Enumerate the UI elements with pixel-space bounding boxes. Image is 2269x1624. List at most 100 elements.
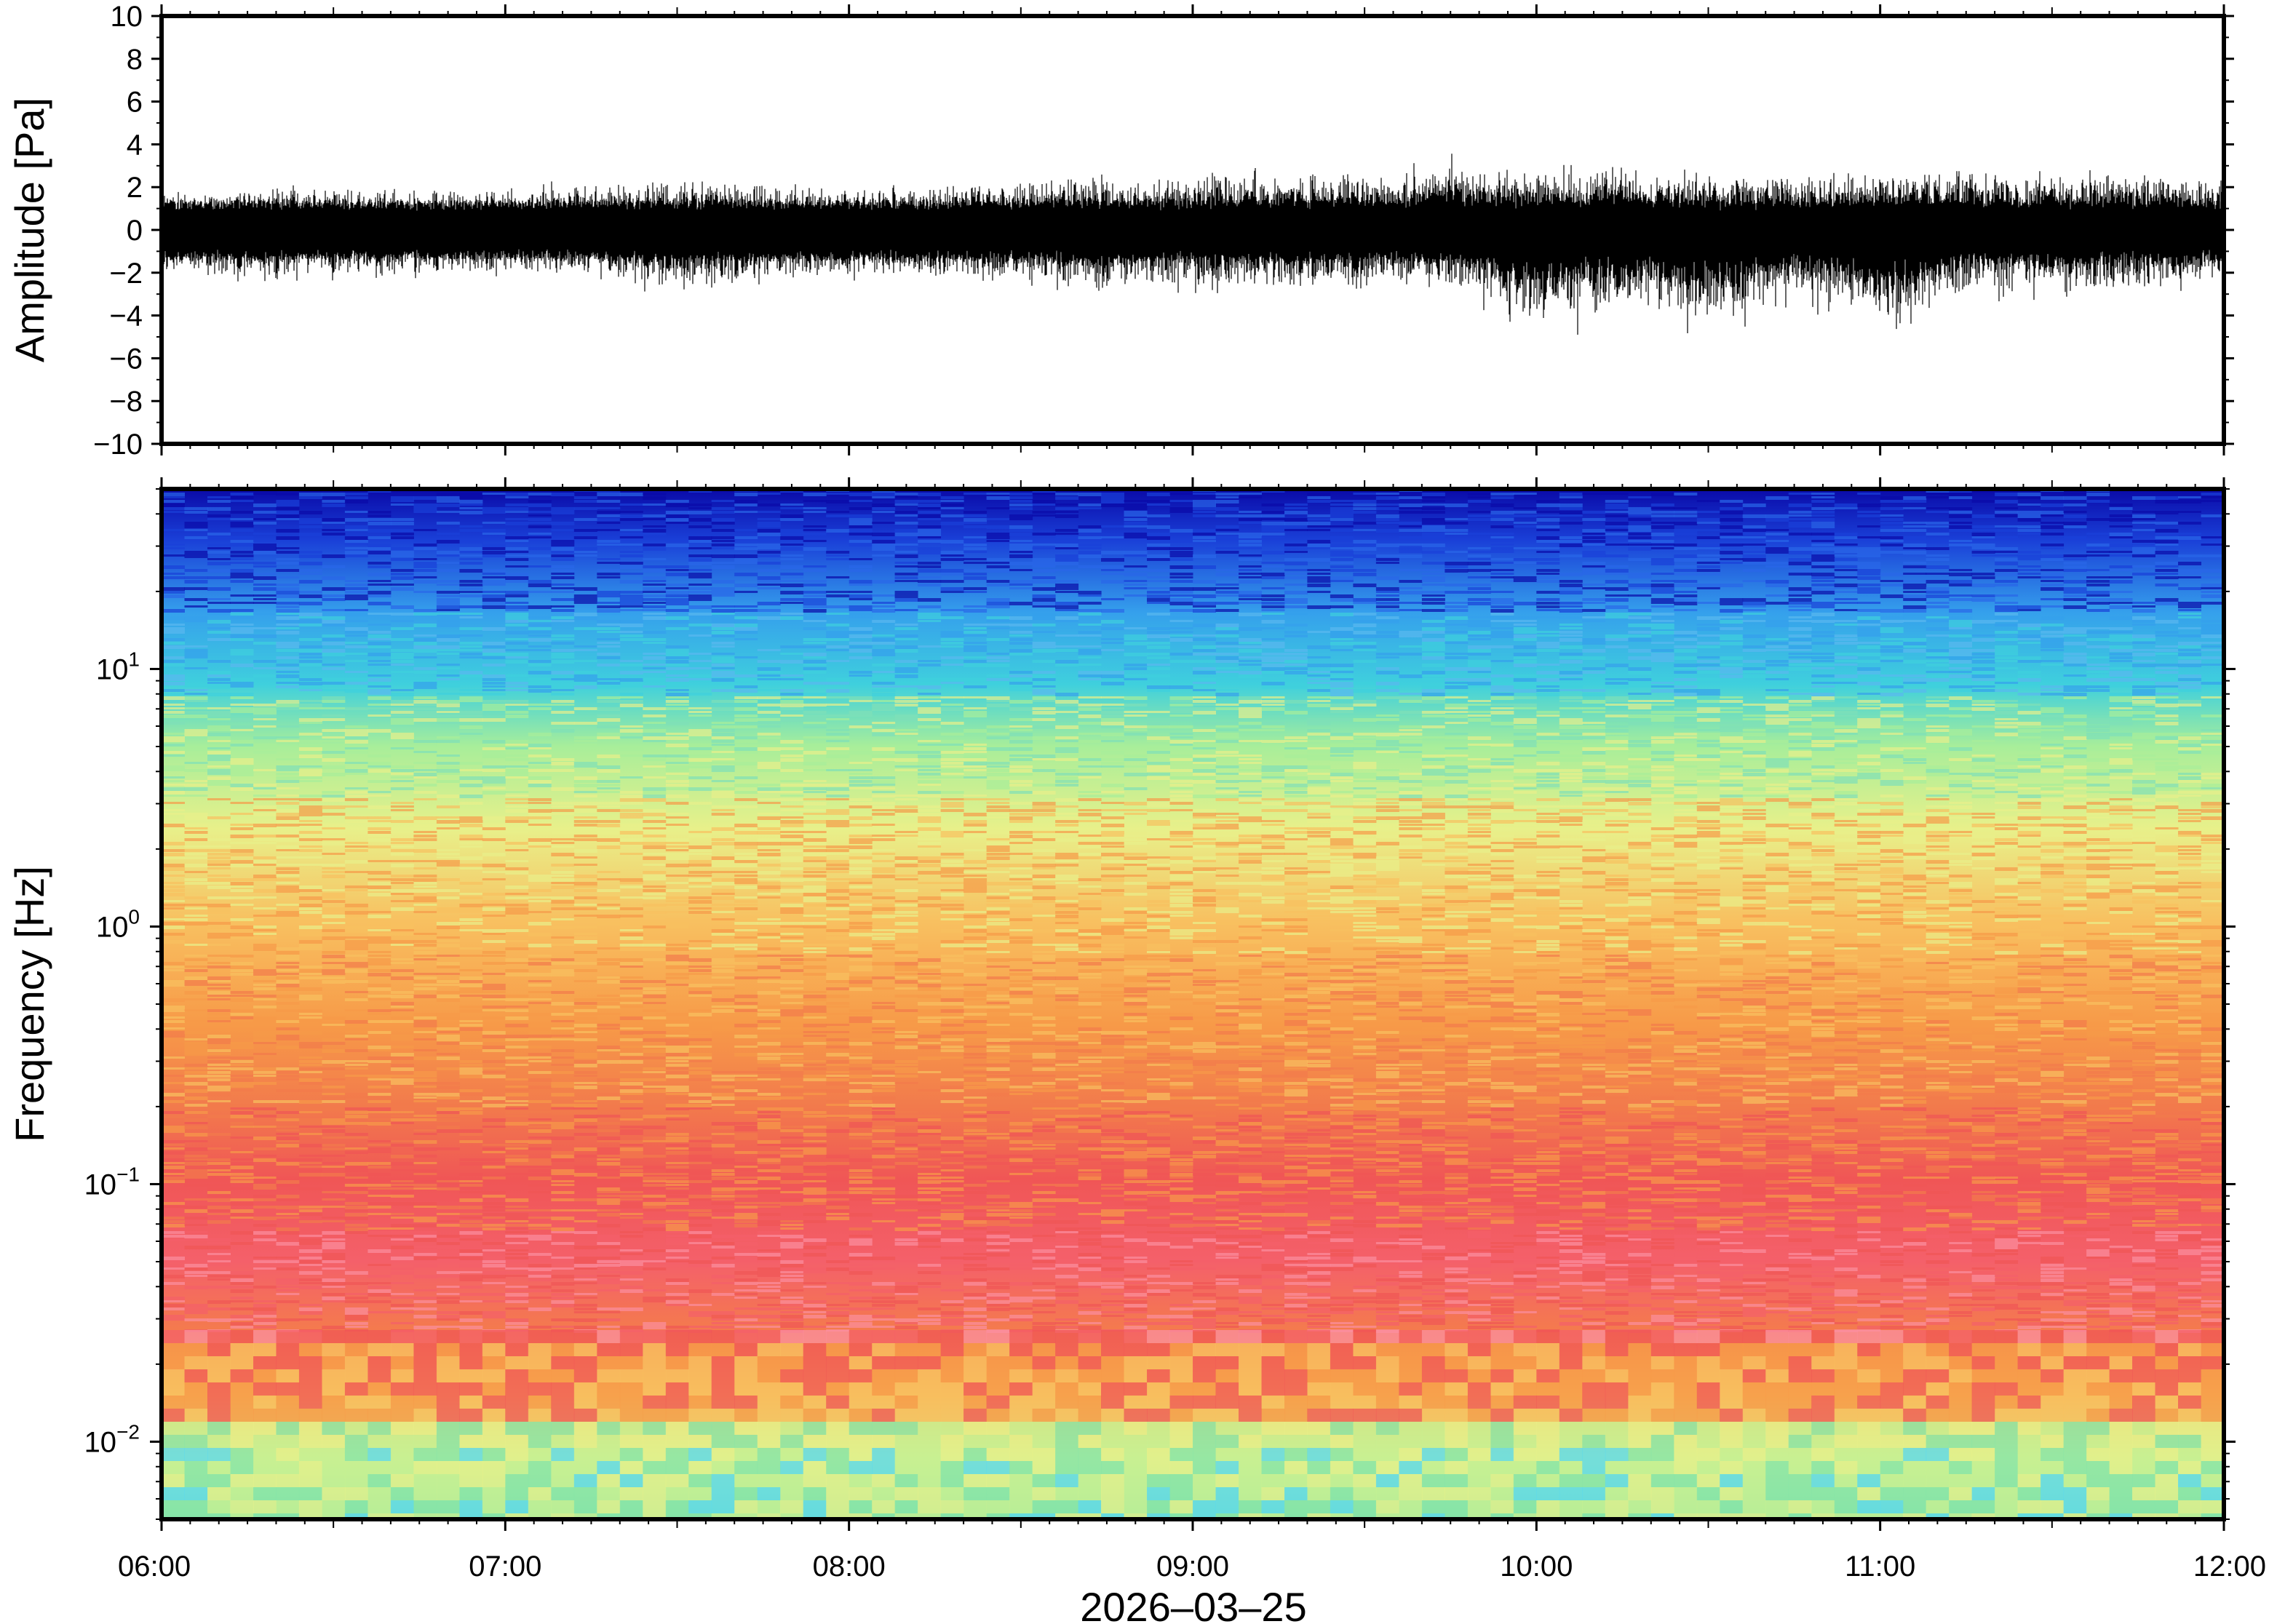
spectrogram-cell [413,1173,437,1175]
spectrogram-cell [573,926,597,928]
spectrogram-cell [551,1064,575,1066]
spectrogram-cell [619,551,643,553]
spectrogram-cell [276,602,300,605]
spectrogram-cell [849,955,873,958]
spectrogram-cell [803,722,827,724]
spectrogram-cell [619,634,643,637]
spectrogram-cell [276,1282,300,1285]
spectrogram-cell [665,1435,689,1448]
spectrogram-cell [688,711,712,713]
spectrogram-cell [573,627,597,630]
spectrogram-cell [551,907,575,910]
spectrogram-cell [390,503,414,506]
spectrogram-cell [528,1191,552,1193]
spectrogram-cell [780,1330,804,1343]
spectrogram-cell [619,824,643,827]
spectrogram-cell [734,1282,758,1285]
spectrogram-cell [230,1369,254,1382]
spectrogram-cell [344,496,368,499]
spectrogram-cell [230,1198,254,1201]
spectrogram-cell [230,1275,254,1278]
waveform-y-tick-label: 10 [111,1,143,33]
spectrogram-cell [162,678,185,681]
spectrogram-cell [390,1155,414,1158]
spectrogram-cell [230,1500,254,1513]
spectrogram-cell [367,1422,392,1435]
spectrogram-cell [551,1002,575,1006]
spectrogram-cell [207,1343,231,1356]
spectrogram-cell [757,733,781,736]
spectrogram-cell [780,1267,804,1271]
spectrogram-cell [780,696,804,698]
spectrogram-cell [918,1173,942,1175]
spectrogram-cell [849,871,873,875]
spectrogram-cell [826,631,850,634]
spectrogram-cell [597,1235,621,1238]
spectrogram-cell [367,1187,392,1190]
spectrogram-cell [665,736,689,740]
spectrogram-cell [162,1238,185,1241]
spectrogram-cell [344,773,368,775]
spectrogram-cell [207,780,231,784]
spectrogram-cell [665,984,689,986]
spectrogram-cell [551,813,575,815]
spectrogram-cell [734,1089,758,1092]
spectrogram-cell [619,1513,643,1519]
spectrogram-cell [643,653,667,655]
spectrogram-cell [298,554,322,558]
spectrogram-cell [597,1093,621,1095]
spectrogram-cell [505,638,529,640]
spectrogram-cell [643,1187,667,1190]
spectrogram-cell [230,1086,254,1088]
spectrogram-cell [482,1038,506,1042]
spectrogram-cell [872,824,896,826]
spectrogram-cell [573,820,597,823]
spectrogram-cell [184,1209,208,1213]
spectrogram-cell [276,1487,300,1500]
spectrogram-cell [665,1224,689,1227]
spectrogram-cell [711,958,735,962]
spectrogram-cell [276,1260,300,1263]
spectrogram-cell [505,518,529,520]
spectrogram-cell [184,864,208,867]
waveform-y-tick-label: −2 [109,258,143,290]
spectrogram-cell [298,1260,322,1264]
spectrogram-cell [643,758,667,761]
spectrogram-cell [162,842,185,845]
spectrogram-cell [322,1067,346,1070]
spectrogram-cell [734,696,758,699]
spectrogram-cell [207,1271,231,1274]
spectrogram-cell [505,1158,529,1162]
spectrogram-cell [528,827,552,829]
spectrogram-cell [298,1257,322,1259]
spectrogram-cell [207,1487,231,1500]
spectrogram-cell [573,1231,597,1234]
spectrogram-cell [872,1289,896,1293]
spectrogram-cell [253,1035,277,1038]
spectrogram-cell [505,1318,529,1322]
spectrogram-cell [436,620,460,624]
spectrogram-cell [665,1144,689,1147]
spectrogram-cell [413,715,437,717]
spectrogram-cell [688,1009,712,1011]
spectrogram-cell [276,976,300,979]
spectrogram-cell [780,602,804,604]
spectrogram-cell [551,1217,575,1220]
spectrogram-cell [803,627,827,630]
spectrogram-cell [207,562,231,565]
spectrogram-cell [298,1330,322,1343]
spectrogram-cell [597,609,621,613]
spectrogram-cell [367,1461,392,1474]
spectrogram-cell [757,704,781,706]
spectrogram-cell [619,624,643,627]
spectrogram-cell [528,900,552,902]
spectrogram-cell [298,620,322,623]
spectrogram-cell [367,1046,392,1049]
spectrogram-cell [230,1487,254,1500]
spectrogram-cell [505,1227,529,1230]
spectrogram-cell [894,1260,918,1263]
waveform-core [162,199,2224,260]
spectrogram-cell [688,613,712,616]
spectrogram-cell [505,1122,529,1126]
spectrogram-cell [298,1396,322,1409]
